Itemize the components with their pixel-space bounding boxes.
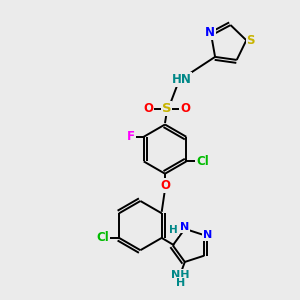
Text: S: S bbox=[162, 102, 171, 115]
Text: H: H bbox=[169, 225, 178, 236]
Text: Cl: Cl bbox=[196, 155, 209, 168]
Text: O: O bbox=[143, 102, 153, 115]
Text: HN: HN bbox=[172, 73, 191, 86]
Text: N: N bbox=[180, 222, 190, 233]
Text: H: H bbox=[176, 278, 185, 288]
Text: S: S bbox=[247, 34, 255, 47]
Text: NH: NH bbox=[171, 269, 190, 280]
Text: N: N bbox=[205, 26, 215, 39]
Text: F: F bbox=[127, 130, 135, 143]
Text: O: O bbox=[160, 178, 170, 192]
Text: Cl: Cl bbox=[96, 231, 109, 244]
Text: N: N bbox=[203, 230, 212, 240]
Text: O: O bbox=[180, 102, 190, 115]
